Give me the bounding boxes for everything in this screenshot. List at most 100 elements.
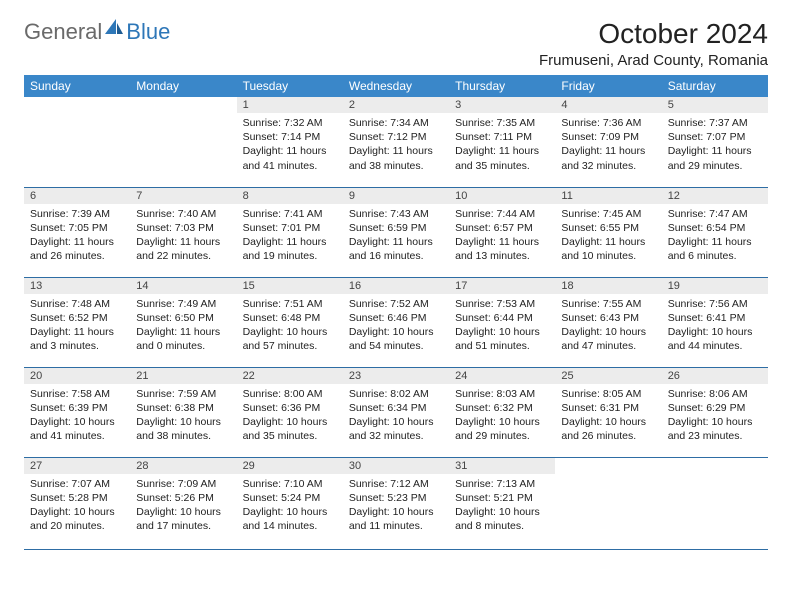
sunset-text: Sunset: 6:34 PM (349, 401, 443, 415)
daylight-text: Daylight: 10 hours and 57 minutes. (243, 325, 337, 353)
day-content: Sunrise: 8:05 AMSunset: 6:31 PMDaylight:… (555, 384, 661, 448)
daylight-text: Daylight: 10 hours and 17 minutes. (136, 505, 230, 533)
day-header-row: Sunday Monday Tuesday Wednesday Thursday… (24, 75, 768, 97)
daylight-text: Daylight: 10 hours and 44 minutes. (668, 325, 762, 353)
calendar-day-cell: 18Sunrise: 7:55 AMSunset: 6:43 PMDayligh… (555, 277, 661, 367)
sunset-text: Sunset: 6:54 PM (668, 221, 762, 235)
sunrise-text: Sunrise: 7:48 AM (30, 297, 124, 311)
day-number: 13 (24, 278, 130, 294)
sunrise-text: Sunrise: 8:02 AM (349, 387, 443, 401)
day-number: 9 (343, 188, 449, 204)
daylight-text: Daylight: 10 hours and 23 minutes. (668, 415, 762, 443)
calendar-day-cell: 11Sunrise: 7:45 AMSunset: 6:55 PMDayligh… (555, 187, 661, 277)
day-header-tuesday: Tuesday (237, 75, 343, 97)
day-content: Sunrise: 7:56 AMSunset: 6:41 PMDaylight:… (662, 294, 768, 358)
sunrise-text: Sunrise: 8:03 AM (455, 387, 549, 401)
calendar-week-row: 27Sunrise: 7:07 AMSunset: 5:28 PMDayligh… (24, 457, 768, 549)
sunset-text: Sunset: 6:59 PM (349, 221, 443, 235)
calendar-day-cell: 9Sunrise: 7:43 AMSunset: 6:59 PMDaylight… (343, 187, 449, 277)
daylight-text: Daylight: 11 hours and 38 minutes. (349, 144, 443, 172)
calendar-day-cell (555, 457, 661, 549)
daylight-text: Daylight: 10 hours and 29 minutes. (455, 415, 549, 443)
daylight-text: Daylight: 10 hours and 41 minutes. (30, 415, 124, 443)
calendar-week-row: 6Sunrise: 7:39 AMSunset: 7:05 PMDaylight… (24, 187, 768, 277)
sunrise-text: Sunrise: 7:52 AM (349, 297, 443, 311)
daylight-text: Daylight: 10 hours and 54 minutes. (349, 325, 443, 353)
day-header-thursday: Thursday (449, 75, 555, 97)
day-number: 18 (555, 278, 661, 294)
sunrise-text: Sunrise: 8:05 AM (561, 387, 655, 401)
sunset-text: Sunset: 6:32 PM (455, 401, 549, 415)
sunset-text: Sunset: 6:38 PM (136, 401, 230, 415)
location-text: Frumuseni, Arad County, Romania (539, 52, 768, 69)
sunset-text: Sunset: 5:26 PM (136, 491, 230, 505)
calendar-week-row: 1Sunrise: 7:32 AMSunset: 7:14 PMDaylight… (24, 97, 768, 187)
calendar-day-cell: 21Sunrise: 7:59 AMSunset: 6:38 PMDayligh… (130, 367, 236, 457)
daylight-text: Daylight: 10 hours and 8 minutes. (455, 505, 549, 533)
daylight-text: Daylight: 11 hours and 13 minutes. (455, 235, 549, 263)
sunrise-text: Sunrise: 7:13 AM (455, 477, 549, 491)
day-content: Sunrise: 7:52 AMSunset: 6:46 PMDaylight:… (343, 294, 449, 358)
sunrise-text: Sunrise: 7:45 AM (561, 207, 655, 221)
daylight-text: Daylight: 10 hours and 14 minutes. (243, 505, 337, 533)
day-content: Sunrise: 7:40 AMSunset: 7:03 PMDaylight:… (130, 204, 236, 268)
day-number: 22 (237, 368, 343, 384)
sunset-text: Sunset: 6:36 PM (243, 401, 337, 415)
day-content: Sunrise: 7:51 AMSunset: 6:48 PMDaylight:… (237, 294, 343, 358)
calendar-day-cell: 14Sunrise: 7:49 AMSunset: 6:50 PMDayligh… (130, 277, 236, 367)
day-number: 17 (449, 278, 555, 294)
sunset-text: Sunset: 7:05 PM (30, 221, 124, 235)
day-content: Sunrise: 7:59 AMSunset: 6:38 PMDaylight:… (130, 384, 236, 448)
sunrise-text: Sunrise: 7:47 AM (668, 207, 762, 221)
sunset-text: Sunset: 6:41 PM (668, 311, 762, 325)
title-block: October 2024 Frumuseni, Arad County, Rom… (539, 18, 768, 69)
daylight-text: Daylight: 11 hours and 32 minutes. (561, 144, 655, 172)
day-header-saturday: Saturday (662, 75, 768, 97)
day-content: Sunrise: 7:45 AMSunset: 6:55 PMDaylight:… (555, 204, 661, 268)
day-number: 24 (449, 368, 555, 384)
sunrise-text: Sunrise: 7:59 AM (136, 387, 230, 401)
sunset-text: Sunset: 7:07 PM (668, 130, 762, 144)
day-number: 16 (343, 278, 449, 294)
sunset-text: Sunset: 7:14 PM (243, 130, 337, 144)
calendar-day-cell: 20Sunrise: 7:58 AMSunset: 6:39 PMDayligh… (24, 367, 130, 457)
month-title: October 2024 (539, 18, 768, 50)
calendar-day-cell: 13Sunrise: 7:48 AMSunset: 6:52 PMDayligh… (24, 277, 130, 367)
sunset-text: Sunset: 6:48 PM (243, 311, 337, 325)
day-header-friday: Friday (555, 75, 661, 97)
day-content: Sunrise: 8:06 AMSunset: 6:29 PMDaylight:… (662, 384, 768, 448)
calendar-day-cell: 28Sunrise: 7:09 AMSunset: 5:26 PMDayligh… (130, 457, 236, 549)
sunrise-text: Sunrise: 7:35 AM (455, 116, 549, 130)
day-number: 11 (555, 188, 661, 204)
day-number: 28 (130, 458, 236, 474)
sunset-text: Sunset: 7:03 PM (136, 221, 230, 235)
day-number: 12 (662, 188, 768, 204)
sunset-text: Sunset: 6:29 PM (668, 401, 762, 415)
day-number: 6 (24, 188, 130, 204)
daylight-text: Daylight: 11 hours and 26 minutes. (30, 235, 124, 263)
logo: General Blue (24, 18, 170, 45)
sunrise-text: Sunrise: 7:41 AM (243, 207, 337, 221)
day-number: 30 (343, 458, 449, 474)
sunrise-text: Sunrise: 7:39 AM (30, 207, 124, 221)
calendar-day-cell: 22Sunrise: 8:00 AMSunset: 6:36 PMDayligh… (237, 367, 343, 457)
daylight-text: Daylight: 11 hours and 0 minutes. (136, 325, 230, 353)
daylight-text: Daylight: 10 hours and 47 minutes. (561, 325, 655, 353)
sunset-text: Sunset: 5:24 PM (243, 491, 337, 505)
sunset-text: Sunset: 6:55 PM (561, 221, 655, 235)
day-content: Sunrise: 7:34 AMSunset: 7:12 PMDaylight:… (343, 113, 449, 177)
calendar-day-cell: 19Sunrise: 7:56 AMSunset: 6:41 PMDayligh… (662, 277, 768, 367)
calendar-day-cell: 5Sunrise: 7:37 AMSunset: 7:07 PMDaylight… (662, 97, 768, 187)
day-number: 10 (449, 188, 555, 204)
day-number: 31 (449, 458, 555, 474)
day-content: Sunrise: 7:12 AMSunset: 5:23 PMDaylight:… (343, 474, 449, 538)
day-number: 23 (343, 368, 449, 384)
calendar-day-cell: 3Sunrise: 7:35 AMSunset: 7:11 PMDaylight… (449, 97, 555, 187)
day-content: Sunrise: 7:13 AMSunset: 5:21 PMDaylight:… (449, 474, 555, 538)
logo-sail-icon (104, 18, 124, 45)
day-number: 20 (24, 368, 130, 384)
sunrise-text: Sunrise: 8:00 AM (243, 387, 337, 401)
daylight-text: Daylight: 11 hours and 22 minutes. (136, 235, 230, 263)
sunrise-text: Sunrise: 7:58 AM (30, 387, 124, 401)
daylight-text: Daylight: 10 hours and 26 minutes. (561, 415, 655, 443)
